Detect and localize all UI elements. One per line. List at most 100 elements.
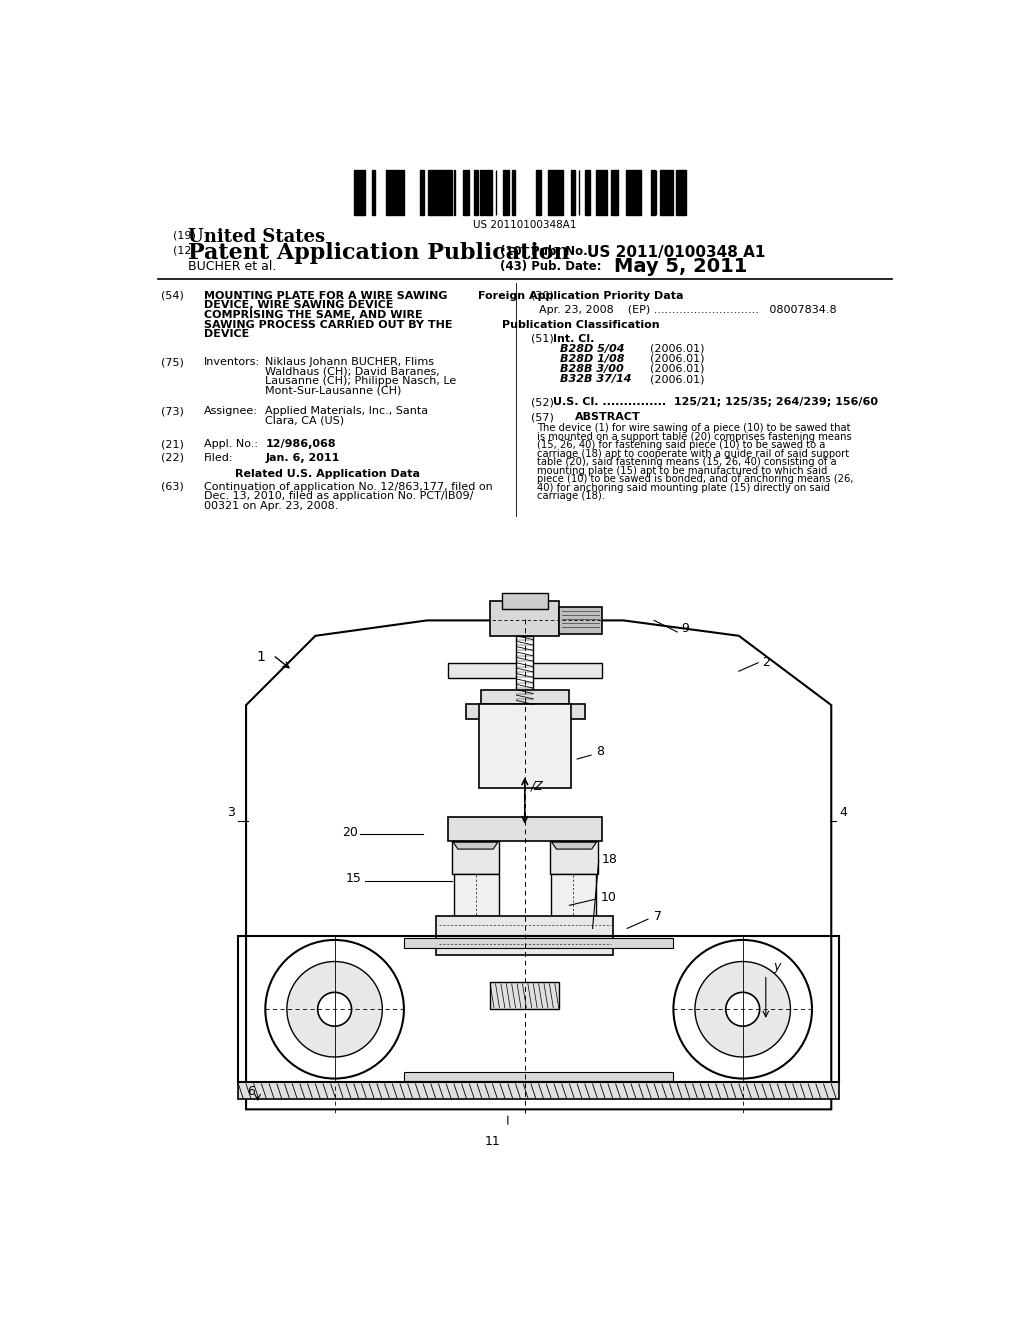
Text: (57): (57) bbox=[531, 412, 554, 422]
Text: Publication Classification: Publication Classification bbox=[502, 321, 659, 330]
Bar bbox=[438, 170, 441, 215]
Text: (21): (21) bbox=[162, 440, 184, 449]
Text: y: y bbox=[773, 961, 781, 973]
Text: 00321 on Apr. 23, 2008.: 00321 on Apr. 23, 2008. bbox=[204, 502, 338, 511]
Text: Mont-Sur-Lausanne (CH): Mont-Sur-Lausanne (CH) bbox=[265, 385, 401, 396]
Text: 11: 11 bbox=[484, 1135, 501, 1148]
Bar bbox=[463, 170, 468, 215]
Bar bbox=[481, 689, 569, 704]
Text: mounting plate (15) apt to be manufactured to which said: mounting plate (15) apt to be manufactur… bbox=[538, 466, 827, 475]
Text: (2006.01): (2006.01) bbox=[650, 374, 705, 384]
Bar bbox=[660, 170, 662, 215]
Bar bbox=[490, 601, 559, 636]
Bar bbox=[357, 170, 360, 215]
Bar bbox=[360, 170, 361, 215]
Bar bbox=[478, 704, 571, 788]
Polygon shape bbox=[246, 620, 831, 1109]
Text: Applied Materials, Inc., Santa: Applied Materials, Inc., Santa bbox=[265, 407, 428, 416]
Text: U.S. Cl. ...............  125/21; 125/35; 264/239; 156/60: U.S. Cl. ............... 125/21; 125/35;… bbox=[553, 397, 878, 407]
Bar bbox=[239, 1082, 839, 1100]
Text: (12): (12) bbox=[173, 246, 196, 255]
Text: 2: 2 bbox=[762, 656, 770, 669]
Bar bbox=[680, 170, 683, 215]
Bar bbox=[447, 663, 602, 678]
Circle shape bbox=[726, 993, 760, 1026]
Bar bbox=[585, 170, 587, 215]
Text: 18: 18 bbox=[602, 853, 617, 866]
Bar bbox=[600, 170, 602, 215]
Bar bbox=[596, 170, 600, 215]
Bar bbox=[420, 170, 424, 215]
Text: Niklaus Johann BUCHER, Flims: Niklaus Johann BUCHER, Flims bbox=[265, 358, 434, 367]
Text: Appl. No.:: Appl. No.: bbox=[204, 440, 258, 449]
Bar bbox=[505, 170, 509, 215]
Text: Foreign Application Priority Data: Foreign Application Priority Data bbox=[478, 290, 684, 301]
Text: 6: 6 bbox=[248, 1085, 255, 1098]
Circle shape bbox=[695, 961, 791, 1057]
Text: B28B 3/00: B28B 3/00 bbox=[560, 364, 624, 374]
Text: (10) Pub. No.:: (10) Pub. No.: bbox=[500, 246, 593, 259]
Bar bbox=[373, 170, 375, 215]
Bar bbox=[436, 916, 613, 954]
Bar bbox=[587, 170, 590, 215]
Text: B28D 5/04: B28D 5/04 bbox=[560, 345, 625, 354]
Bar bbox=[512, 170, 515, 215]
Bar bbox=[670, 170, 674, 215]
Bar bbox=[667, 170, 668, 215]
Text: Lausanne (CH); Philippe Nasch, Le: Lausanne (CH); Philippe Nasch, Le bbox=[265, 376, 457, 387]
Text: 4: 4 bbox=[839, 807, 847, 820]
Text: 40) for anchoring said mounting plate (15) directly on said: 40) for anchoring said mounting plate (1… bbox=[538, 483, 830, 492]
Text: (22): (22) bbox=[162, 453, 184, 462]
Text: Patent Application Publication: Patent Application Publication bbox=[188, 242, 570, 264]
Bar bbox=[466, 704, 585, 719]
Text: (19): (19) bbox=[173, 230, 196, 240]
Text: (2006.01): (2006.01) bbox=[650, 364, 705, 374]
Polygon shape bbox=[454, 842, 498, 849]
Text: 8: 8 bbox=[596, 744, 604, 758]
Text: piece (10) to be sawed is bonded, and of anchoring means (26,: piece (10) to be sawed is bonded, and of… bbox=[538, 474, 854, 484]
Text: DEVICE: DEVICE bbox=[204, 330, 249, 339]
Bar bbox=[662, 170, 664, 215]
Bar bbox=[502, 594, 548, 609]
Bar bbox=[550, 841, 598, 874]
Text: 12/986,068: 12/986,068 bbox=[265, 440, 336, 449]
Bar bbox=[605, 170, 607, 215]
Bar bbox=[441, 170, 446, 215]
Text: B32B 37/14: B32B 37/14 bbox=[560, 374, 632, 384]
Circle shape bbox=[287, 961, 382, 1057]
Bar bbox=[611, 170, 614, 215]
Bar bbox=[391, 170, 395, 215]
Text: (52): (52) bbox=[531, 397, 554, 407]
Bar bbox=[400, 170, 403, 215]
Bar bbox=[484, 170, 487, 215]
Text: MOUNTING PLATE FOR A WIRE SAWING: MOUNTING PLATE FOR A WIRE SAWING bbox=[204, 290, 447, 301]
Text: The device (1) for wire sawing of a piece (10) to be sawed that: The device (1) for wire sawing of a piec… bbox=[538, 424, 851, 433]
Text: 3: 3 bbox=[227, 807, 236, 820]
Bar bbox=[668, 170, 670, 215]
Bar bbox=[480, 170, 484, 215]
Bar bbox=[487, 170, 489, 215]
Text: carriage (18) apt to cooperate with a guide rail of said support: carriage (18) apt to cooperate with a gu… bbox=[538, 449, 849, 458]
Bar bbox=[431, 170, 435, 215]
Text: (2006.01): (2006.01) bbox=[650, 345, 705, 354]
Bar bbox=[637, 170, 641, 215]
Bar bbox=[386, 170, 391, 215]
Bar bbox=[683, 170, 686, 215]
Text: Related U.S. Application Data: Related U.S. Application Data bbox=[234, 469, 420, 479]
Bar bbox=[452, 841, 500, 874]
Text: (2006.01): (2006.01) bbox=[650, 354, 705, 364]
Bar bbox=[572, 170, 574, 215]
Text: DEVICE, WIRE SAWING DEVICE: DEVICE, WIRE SAWING DEVICE bbox=[204, 301, 393, 310]
Bar bbox=[489, 170, 492, 215]
Text: 10: 10 bbox=[600, 891, 616, 904]
Text: BUCHER et al.: BUCHER et al. bbox=[188, 260, 276, 273]
Bar bbox=[446, 170, 447, 215]
Bar bbox=[403, 939, 674, 948]
Bar bbox=[395, 170, 399, 215]
Text: US 2011/0100348 A1: US 2011/0100348 A1 bbox=[587, 246, 766, 260]
Text: 15: 15 bbox=[346, 871, 361, 884]
Text: (15, 26, 40) for fastening said piece (10) to be sawed to a: (15, 26, 40) for fastening said piece (1… bbox=[538, 441, 825, 450]
Text: Continuation of application No. 12/863,177, filed on: Continuation of application No. 12/863,1… bbox=[204, 482, 493, 492]
Text: (73): (73) bbox=[162, 407, 184, 416]
Bar bbox=[550, 170, 551, 215]
